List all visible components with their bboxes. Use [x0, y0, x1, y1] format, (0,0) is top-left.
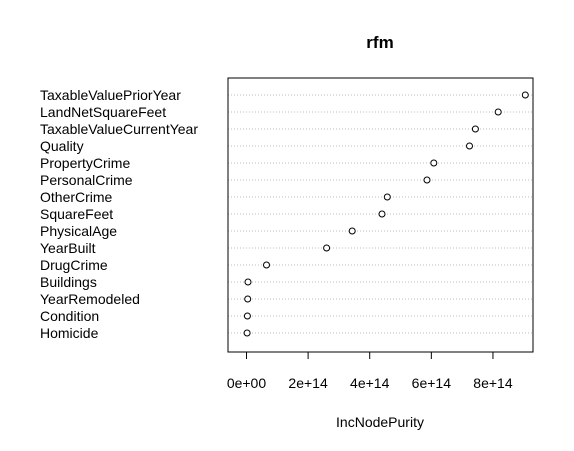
variable-label: TaxableValuePriorYear	[40, 87, 181, 103]
data-point	[244, 330, 250, 336]
variable-label: PhysicalAge	[40, 223, 117, 239]
variable-label: TaxableValueCurrentYear	[40, 121, 198, 137]
data-point	[467, 143, 473, 149]
variable-label: SquareFeet	[40, 206, 113, 222]
x-tick-label: 2e+14	[288, 375, 328, 391]
variable-label: YearBuilt	[40, 240, 96, 256]
variable-label: OtherCrime	[40, 189, 113, 205]
data-point	[264, 262, 270, 268]
x-tick-label: 8e+14	[473, 375, 513, 391]
x-tick-label: 0e+00	[227, 375, 267, 391]
data-point	[349, 228, 355, 234]
variable-label: Condition	[40, 308, 99, 324]
data-point	[472, 126, 478, 132]
data-point	[495, 109, 501, 115]
data-point	[522, 92, 528, 98]
data-point	[324, 245, 330, 251]
data-point	[424, 177, 430, 183]
variable-label: DrugCrime	[40, 257, 108, 273]
variable-label: Homicide	[40, 325, 99, 341]
x-tick-label: 4e+14	[350, 375, 390, 391]
variable-label: Quality	[40, 138, 84, 154]
data-points	[244, 92, 528, 336]
variable-label: YearRemodeled	[40, 291, 140, 307]
data-point	[384, 194, 390, 200]
data-point	[245, 296, 251, 302]
variable-labels: TaxableValuePriorYearLandNetSquareFeetTa…	[40, 87, 198, 341]
data-point	[379, 211, 385, 217]
variable-label: LandNetSquareFeet	[40, 104, 166, 120]
x-axis-label: IncNodePurity	[336, 414, 424, 430]
x-tick-label: 6e+14	[412, 375, 452, 391]
x-axis: 0e+00 2e+14 4e+14 6e+14 8e+14	[227, 352, 513, 391]
variable-label: PropertyCrime	[40, 155, 130, 171]
variable-label: PersonalCrime	[40, 172, 133, 188]
data-point	[431, 160, 437, 166]
variable-label: Buildings	[40, 274, 97, 290]
chart-title: rfm	[366, 33, 393, 52]
data-point	[244, 313, 250, 319]
data-point	[245, 279, 251, 285]
